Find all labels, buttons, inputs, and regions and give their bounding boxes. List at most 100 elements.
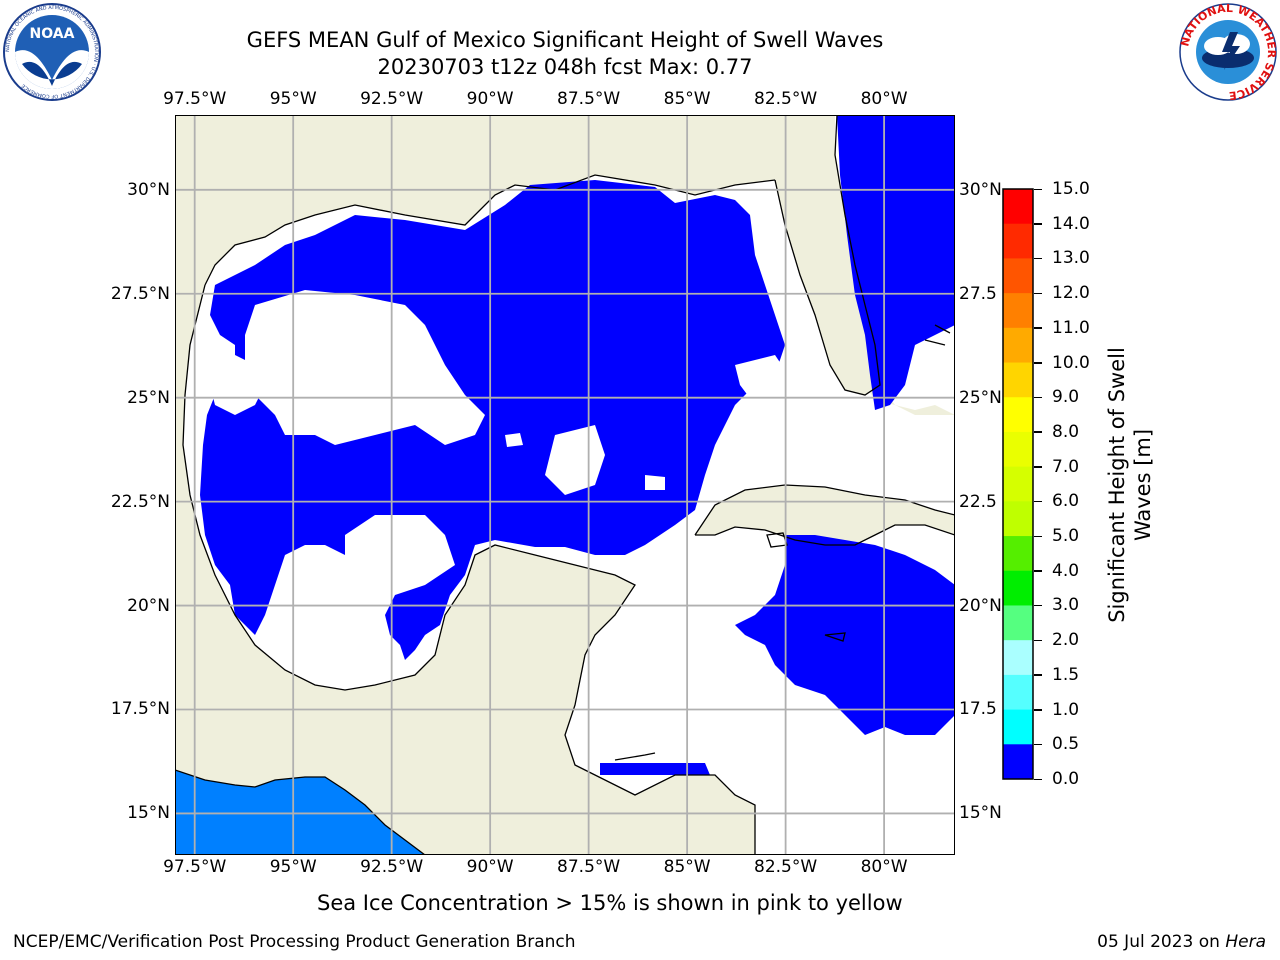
lat-tick-left: 27.5°N [110,283,170,304]
lon-tick-bottom: 92.5°W [360,857,424,877]
colorbar-swatch [1003,466,1033,502]
noaa-logo: NOAA NATIONAL OCEANIC AND ATMOSPHERIC AD… [3,3,101,101]
coastlines [175,115,955,855]
footer-host: Hera [1225,932,1266,952]
colorbar-tick-mark [1034,327,1042,329]
lon-tick-top: 92.5°W [360,89,424,109]
lat-tick-right: 30°N [959,179,1002,200]
colorbar-tick-label: 10.0 [1052,352,1090,373]
colorbar-swatch [1003,709,1033,745]
pacific-water [175,770,425,855]
graticule [175,115,955,855]
lon-tick-top: 95°W [269,89,317,109]
colorbar-tick-mark [1034,257,1042,260]
colorbar-swatch [1003,293,1033,329]
colorbar-tick-mark [1034,223,1042,225]
colorbar-tick-label: 8.0 [1052,421,1080,442]
lat-tick-left: 17.5°N [110,699,170,720]
lat-tick-right: 17.5 [959,699,997,720]
colorbar-swatch [1003,258,1033,294]
colorbar-tick-mark [1034,466,1042,468]
colorbar-tick-mark [1034,362,1042,364]
colorbar-tick-mark [1034,709,1042,711]
colorbar-tick-mark [1034,674,1042,676]
colorbar-tick-mark [1034,292,1042,295]
colorbar-tick-mark [1034,604,1042,607]
lon-tick-top: 80°W [860,89,908,109]
lon-tick-bottom: 85°W [663,857,711,877]
colorbar-tick-mark [1034,778,1042,780]
lon-tick-top: 85°W [663,89,711,109]
colorbar-tick-label: 13.0 [1052,248,1090,269]
lon-tick-bottom: 97.5°W [163,857,227,877]
sea-ice-note: Sea Ice Concentration > 15% is shown in … [317,891,903,915]
nws-logo: NATIONAL WEATHER SERVICE [1178,2,1278,102]
colorbar-tick-mark [1034,396,1042,399]
colorbar-tick-label: 6.0 [1052,491,1080,512]
florida-land [775,155,880,395]
colorbar-tick-label: 14.0 [1052,213,1090,234]
swell-field-gaps [210,290,925,495]
colorbar-tick-label: 2.0 [1052,630,1080,651]
colorbar-tick-label: 12.0 [1052,283,1090,304]
colorbar-swatch [1003,327,1033,364]
colorbar-swatch [1003,501,1033,537]
colorbar-tick-mark [1034,188,1042,190]
lat-tick-left: 15°N [127,803,170,824]
lon-tick-bottom: 90°W [466,857,514,877]
lon-tick-bottom: 80°W [860,857,908,877]
lat-tick-right: 15°N [959,803,1002,824]
colorbar-tick-label: 5.0 [1052,526,1080,547]
chart-title: GEFS MEAN Gulf of Mexico Significant Hei… [246,28,884,52]
colorbar-tick-mark [1034,639,1042,642]
colorbar-tick-label: 3.0 [1052,595,1080,616]
colorbar-tick-mark [1034,500,1042,503]
colorbar-tick-label: 11.0 [1052,317,1090,338]
colorbar-swatch [1003,744,1033,780]
colorbar-tick-label: 0.5 [1052,734,1080,755]
colorbar-tick-mark [1034,431,1042,433]
colorbar-tick-label: 9.0 [1052,387,1080,408]
lat-tick-left: 22.5°N [110,491,170,512]
colorbar-swatch [1003,674,1033,711]
footer-date: 05 Jul 2023 on Hera [1097,932,1266,952]
lat-tick-right: 27.5 [959,283,997,304]
lon-tick-bottom: 87.5°W [557,857,621,877]
cuba-land [695,485,955,545]
lon-tick-top: 90°W [466,89,514,109]
lat-tick-right: 20°N [959,595,1002,616]
lon-tick-top: 82.5°W [754,89,818,109]
colorbar-tick-label: 4.0 [1052,560,1080,581]
lat-tick-left: 25°N [127,387,170,408]
gulf-of-mexico-map [175,115,955,855]
colorbar-tick-label: 15.0 [1052,179,1090,199]
colorbar-swatch [1003,362,1033,398]
colorbar-swatch [1003,397,1033,433]
colorbar-tick-label: 1.0 [1052,699,1080,720]
colorbar-tick-mark [1034,743,1042,746]
lat-tick-left: 30°N [127,179,170,200]
colorbar-label: Significant Height of Swell Waves [m] [1105,347,1155,623]
noaa-logo-text: NOAA [30,26,75,42]
colorbar-swatch [1003,570,1033,606]
chart-subtitle: 20230703 t12z 048h fcst Max: 0.77 [377,55,753,79]
lon-tick-top: 97.5°W [163,89,227,109]
colorbar-swatch [1003,605,1033,641]
lon-tick-bottom: 82.5°W [754,857,818,877]
colorbar [1002,188,1034,780]
lon-tick-top: 87.5°W [557,89,621,109]
colorbar-swatch [1003,189,1033,225]
footer-branch: NCEP/EMC/Verification Post Processing Pr… [13,932,576,952]
colorbar-tick-mark [1034,535,1042,538]
lat-tick-right: 25°N [959,387,1002,408]
colorbar-swatch [1003,640,1033,676]
colorbar-tick-label: 0.0 [1052,769,1080,789]
colorbar-swatch [1003,223,1033,259]
colorbar-tick-mark [1034,570,1042,572]
colorbar-tick-label: 1.5 [1052,664,1080,685]
colorbar-swatch [1003,431,1033,468]
colorbar-tick-label: 7.0 [1052,456,1080,477]
lon-tick-bottom: 95°W [269,857,317,877]
lat-tick-left: 20°N [127,595,170,616]
colorbar-swatch [1003,536,1033,572]
